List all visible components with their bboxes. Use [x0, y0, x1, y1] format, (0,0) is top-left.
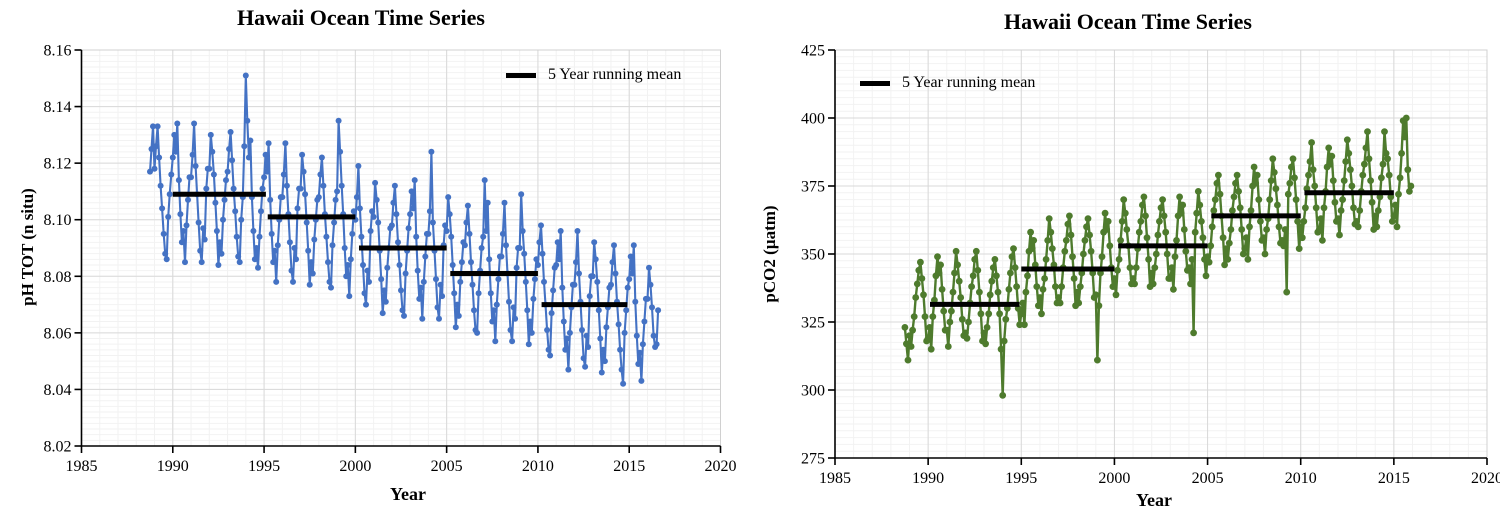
data-series-markers: [901, 114, 1415, 399]
y-tick-label: 8.06: [44, 325, 72, 342]
x-tick-label: 2005: [1192, 470, 1224, 487]
x-tick-labels: 1985 1990 1995 2000 2005 2010 2015 2020: [819, 470, 1500, 487]
pco2-x-axis-title: Year: [1136, 490, 1172, 510]
y-tick-label: 8.14: [44, 99, 72, 116]
x-tick-label: 2005: [431, 458, 463, 475]
y-tick-label: 8.12: [44, 156, 72, 173]
running-mean-legend-swatch: [506, 72, 536, 78]
ph-y-axis-title: pH TOT (n situ): [18, 188, 37, 306]
data-series-markers: [147, 72, 662, 387]
y-tick-label: 325: [801, 315, 825, 332]
pco2-legend-label: 5 Year running mean: [902, 74, 1036, 91]
pco2-y-axis-title: pCO2 (µatm): [760, 205, 779, 303]
axes: [74, 49, 722, 453]
y-tick-labels: 275 300 325 350 375 400 425: [801, 43, 825, 468]
axes: [828, 49, 1488, 465]
x-tick-label: 2020: [705, 458, 737, 475]
y-tick-labels: 8.02 8.04 8.06 8.08 8.10 8.12 8.14 8.16: [44, 43, 72, 456]
x-tick-label: 1985: [819, 470, 851, 487]
x-tick-label: 2010: [522, 458, 554, 475]
ph-legend: 5 Year running mean: [506, 66, 681, 84]
minor-gridlines: [81, 49, 721, 447]
x-tick-label: 1995: [1005, 470, 1037, 487]
y-tick-label: 8.16: [44, 43, 72, 60]
x-tick-label: 1990: [157, 458, 189, 475]
x-tick-labels: 1985 1990 1995 2000 2005 2010 2015 2020: [66, 458, 737, 475]
x-tick-label: 2020: [1471, 470, 1500, 487]
x-tick-label: 2015: [1378, 470, 1410, 487]
pco2-legend: 5 Year running mean: [860, 74, 1035, 92]
y-tick-label: 8.04: [44, 382, 72, 399]
x-tick-label: 2000: [339, 458, 371, 475]
y-tick-label: 425: [801, 43, 825, 60]
x-tick-label: 2015: [613, 458, 645, 475]
x-tick-label: 2010: [1285, 470, 1317, 487]
pco2-chart-title: Hawaii Ocean Time Series: [1004, 9, 1252, 34]
x-tick-label: 1990: [912, 470, 944, 487]
y-tick-label: 400: [801, 111, 825, 128]
ph-x-axis-title: Year: [390, 484, 426, 504]
y-tick-label: 8.02: [44, 439, 72, 456]
y-tick-label: 8.08: [44, 269, 72, 286]
x-tick-label: 1995: [248, 458, 280, 475]
y-tick-label: 300: [801, 383, 825, 400]
running-mean-legend-swatch: [860, 80, 890, 86]
y-tick-label: 350: [801, 247, 825, 264]
data-series-line: [148, 74, 660, 385]
x-tick-label: 1985: [66, 458, 98, 475]
running-mean-lines: [930, 190, 1394, 307]
ph-chart-title: Hawaii Ocean Time Series: [237, 5, 485, 30]
y-tick-label: 8.10: [44, 212, 72, 229]
ph-legend-label: 5 Year running mean: [548, 66, 682, 83]
running-mean-lines: [172, 191, 628, 308]
y-tick-label: 375: [801, 179, 825, 196]
x-tick-label: 2000: [1098, 470, 1130, 487]
y-tick-label: 275: [801, 451, 825, 468]
